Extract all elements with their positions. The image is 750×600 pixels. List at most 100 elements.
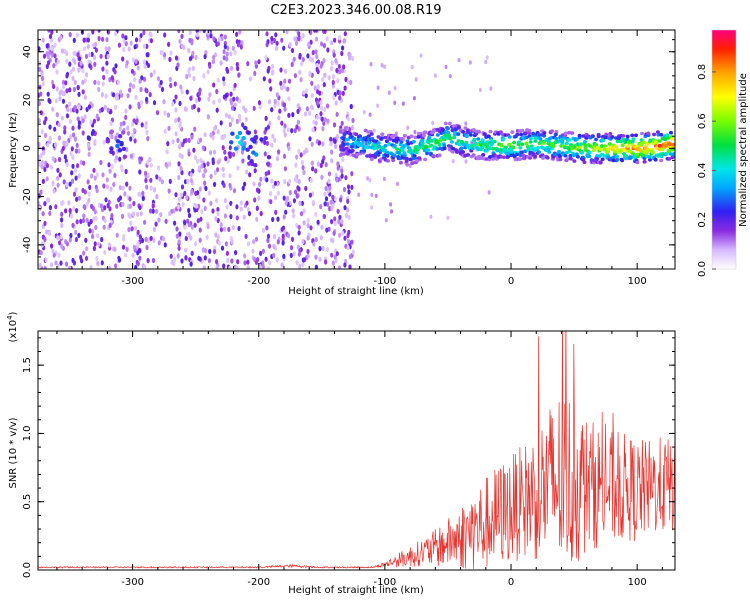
heatmap-cell	[120, 166, 124, 173]
heatmap-cell	[369, 132, 374, 136]
heatmap-cell	[279, 80, 283, 86]
heatmap-cell	[51, 180, 55, 186]
heatmap-cell	[207, 190, 211, 196]
heatmap-cell	[346, 184, 351, 190]
heatmap-cell	[187, 222, 191, 228]
heatmap-cell	[311, 127, 315, 133]
heatmap-cell	[78, 56, 82, 62]
heatmap-cell	[286, 195, 290, 202]
heatmap-cell	[145, 52, 149, 58]
heatmap-cell	[103, 205, 107, 211]
heatmap-cell	[77, 91, 81, 97]
heatmap-cell	[670, 137, 675, 141]
heatmap-cell	[419, 53, 423, 58]
heatmap-cell	[323, 30, 327, 34]
heatmap-cell	[328, 206, 332, 212]
heatmap-cell	[507, 135, 512, 139]
heatmap-cell	[279, 67, 283, 73]
heatmap-cell	[382, 148, 387, 152]
heatmap-cell	[215, 88, 219, 95]
heatmap-cell	[297, 224, 301, 230]
heatmap-cell	[383, 143, 388, 148]
heatmap-cell	[174, 192, 178, 198]
heatmap-cell	[187, 137, 191, 143]
heatmap-cell	[410, 161, 415, 165]
heatmap-cell	[145, 129, 149, 135]
heatmap-cell	[106, 107, 110, 113]
heatmap-cell	[319, 162, 323, 169]
heatmap-cell	[479, 156, 484, 160]
heatmap-cell	[122, 154, 128, 159]
heatmap-cell	[138, 37, 142, 43]
heatmap-cell	[70, 178, 75, 184]
heatmap-cell	[198, 237, 202, 243]
heatmap-cell	[49, 164, 54, 170]
heatmap-cell	[223, 197, 227, 204]
heatmap-cell	[209, 200, 213, 206]
heatmap-cell	[280, 85, 284, 91]
heatmap-cell	[236, 165, 240, 171]
heatmap-cell	[226, 45, 230, 51]
heatmap-cell	[58, 156, 62, 163]
heatmap-cell	[225, 204, 229, 210]
heatmap-cell	[155, 110, 160, 116]
x-tick-label: -200	[247, 276, 270, 287]
heatmap-cell	[282, 102, 287, 108]
heatmap-cell	[146, 172, 150, 179]
heatmap-cell	[435, 147, 440, 151]
heatmap-cell	[437, 153, 442, 157]
heatmap-cell	[382, 176, 386, 182]
heatmap-cell	[379, 157, 384, 161]
heatmap-cell	[324, 196, 329, 202]
heatmap-cell	[333, 138, 337, 144]
heatmap-cell	[527, 131, 532, 135]
heatmap-cell	[276, 216, 280, 222]
heatmap-cell	[230, 239, 234, 245]
heatmap-cell	[316, 219, 320, 225]
heatmap-cell	[190, 224, 194, 230]
heatmap-cell	[76, 52, 80, 58]
heatmap-cell	[578, 142, 583, 146]
heatmap-cell	[178, 38, 182, 44]
heatmap-cell	[420, 141, 425, 145]
heatmap-cell	[324, 185, 328, 192]
heatmap-cell	[145, 43, 149, 49]
heatmap-cell	[266, 233, 271, 239]
colorbar-scale	[712, 30, 736, 269]
heatmap-cell	[152, 226, 157, 233]
heatmap-cell	[292, 198, 296, 204]
heatmap-cell	[431, 120, 435, 126]
heatmap-cell	[80, 258, 84, 264]
heatmap-cell	[301, 56, 305, 63]
heatmap-cell	[254, 236, 259, 242]
heatmap-cell	[459, 146, 464, 150]
heatmap-cell	[244, 116, 248, 122]
heatmap-cell	[337, 265, 341, 269]
heatmap-cell	[265, 140, 269, 146]
colorbar-tick-label: 0.8	[697, 64, 708, 80]
heatmap-cell	[184, 106, 188, 112]
heatmap-cell	[406, 125, 410, 130]
heatmap-cell	[104, 46, 108, 52]
heatmap-cell	[168, 178, 172, 184]
heatmap-cell	[413, 135, 418, 140]
heatmap-cell	[163, 242, 167, 248]
heatmap-cell	[672, 153, 675, 157]
heatmap-cell	[128, 82, 133, 88]
heatmap-cell	[189, 95, 193, 101]
heatmap-cell	[154, 221, 158, 227]
heatmap-cell	[108, 77, 112, 83]
heatmap-cell	[87, 104, 92, 110]
heatmap-cell	[598, 160, 603, 165]
heatmap-cell	[509, 153, 514, 157]
heatmap-cell	[47, 97, 51, 103]
snr-background	[38, 331, 675, 570]
heatmap-cell	[338, 95, 342, 101]
heatmap-cell	[372, 128, 376, 133]
heatmap-cell	[344, 126, 348, 130]
heatmap-cell	[652, 132, 657, 137]
heatmap-cell	[93, 61, 97, 67]
heatmap-cell	[423, 130, 428, 135]
heatmap-cell	[99, 53, 103, 59]
heatmap-cell	[38, 205, 41, 211]
